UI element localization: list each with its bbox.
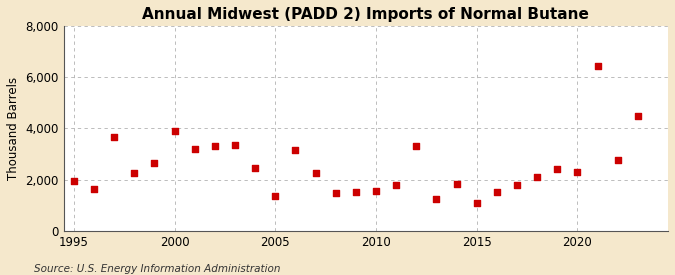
Point [350, 190, 361, 194]
Point [209, 144, 220, 148]
Title: Annual Midwest (PADD 2) Imports of Normal Butane: Annual Midwest (PADD 2) Imports of Norma… [142, 7, 589, 22]
Point [129, 170, 140, 175]
Point [169, 129, 180, 133]
Point [189, 147, 200, 151]
Point [512, 183, 522, 187]
Point [391, 183, 402, 187]
Point [310, 170, 321, 175]
Text: Source: U.S. Energy Information Administration: Source: U.S. Energy Information Administ… [34, 264, 280, 274]
Point [612, 158, 623, 163]
Point [88, 187, 99, 192]
Point [68, 179, 79, 183]
Point [451, 181, 462, 186]
Point [330, 191, 341, 195]
Point [592, 64, 603, 68]
Point [230, 143, 240, 147]
Y-axis label: Thousand Barrels: Thousand Barrels [7, 77, 20, 180]
Point [290, 148, 301, 152]
Point [491, 189, 502, 194]
Point [411, 144, 422, 148]
Point [270, 193, 281, 198]
Point [532, 175, 543, 179]
Point [552, 167, 563, 172]
Point [109, 135, 119, 140]
Point [471, 200, 482, 205]
Point [632, 113, 643, 118]
Point [572, 170, 583, 174]
Point [250, 166, 261, 170]
Point [431, 197, 442, 201]
Point [371, 189, 381, 193]
Point [149, 161, 160, 165]
